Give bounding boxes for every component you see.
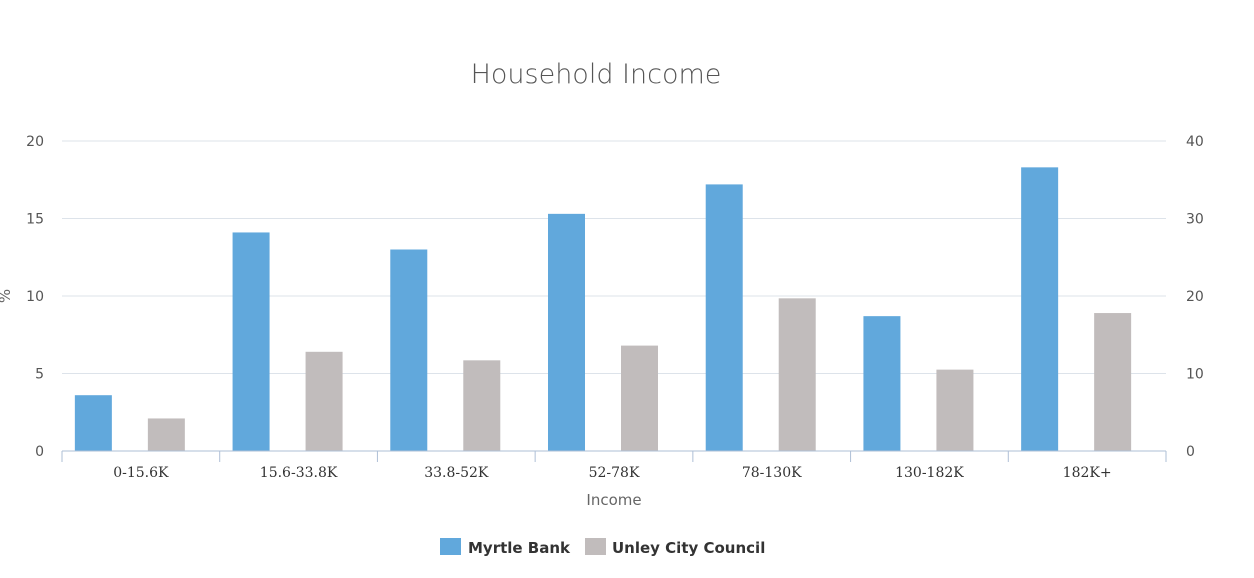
left-y-tick-label: 0 xyxy=(35,444,44,460)
left-y-tick-label: 20 xyxy=(26,134,44,150)
left-y-tick-label: 5 xyxy=(35,367,44,383)
right-y-tick-label: 30 xyxy=(1186,212,1204,228)
x-category-label: 15.6-33.8K xyxy=(260,465,338,481)
x-category-label: 182K+ xyxy=(1063,465,1112,481)
legend-swatch-unley-city-council xyxy=(585,538,606,555)
bar-unley-city-council[interactable] xyxy=(463,360,501,451)
legend: Myrtle Bank Unley City Council xyxy=(440,538,765,557)
bar-unley-city-council[interactable] xyxy=(147,418,185,451)
bar-myrtle-bank[interactable] xyxy=(705,184,743,451)
left-y-tick-label: 10 xyxy=(26,289,44,305)
bar-unley-city-council[interactable] xyxy=(305,351,343,451)
gridlines xyxy=(62,140,1166,374)
y-axis-title: % xyxy=(0,289,14,303)
bar-myrtle-bank[interactable] xyxy=(74,395,112,451)
legend-item-unley-city-council[interactable]: Unley City Council xyxy=(585,538,765,557)
x-axis-labels: 0-15.6K 15.6-33.8K 33.8-52K 52-78K 78-130K 13… xyxy=(113,465,1111,481)
right-y-axis: 0 10 20 30 40 xyxy=(1186,134,1204,460)
legend-label-unley-city-council: Unley City Council xyxy=(612,539,765,557)
bar-unley-city-council[interactable] xyxy=(778,298,816,451)
bar-unley-city-council[interactable] xyxy=(936,369,974,451)
legend-swatch-myrtle-bank xyxy=(440,538,461,555)
right-y-tick-label: 0 xyxy=(1186,444,1195,460)
bar-myrtle-bank[interactable] xyxy=(1021,167,1059,451)
x-category-label: 78-130K xyxy=(742,465,802,481)
bars xyxy=(74,167,1132,452)
bar-unley-city-council[interactable] xyxy=(621,345,658,451)
x-axis-ticks xyxy=(61,451,1167,462)
legend-label-myrtle-bank: Myrtle Bank xyxy=(468,539,571,557)
x-category-label: 33.8-52K xyxy=(424,465,489,481)
bar-unley-city-council[interactable] xyxy=(1094,313,1132,451)
right-y-tick-label: 20 xyxy=(1186,289,1204,305)
bar-myrtle-bank[interactable] xyxy=(390,249,428,452)
right-y-tick-label: 10 xyxy=(1186,367,1204,383)
chart-title: Household Income xyxy=(471,59,722,90)
x-category-label: 0-15.6K xyxy=(113,465,169,481)
x-axis-title: Income xyxy=(586,491,641,509)
right-y-tick-label: 40 xyxy=(1186,134,1204,150)
bar-myrtle-bank[interactable] xyxy=(548,213,585,451)
bar-myrtle-bank[interactable] xyxy=(232,232,270,451)
x-category-label: 52-78K xyxy=(589,465,640,481)
x-category-label: 130-182K xyxy=(895,465,964,481)
left-y-axis: 0 5 10 15 20 xyxy=(26,134,44,460)
legend-item-myrtle-bank[interactable]: Myrtle Bank xyxy=(440,538,571,557)
bar-myrtle-bank[interactable] xyxy=(863,316,901,451)
left-y-tick-label: 15 xyxy=(26,212,44,228)
